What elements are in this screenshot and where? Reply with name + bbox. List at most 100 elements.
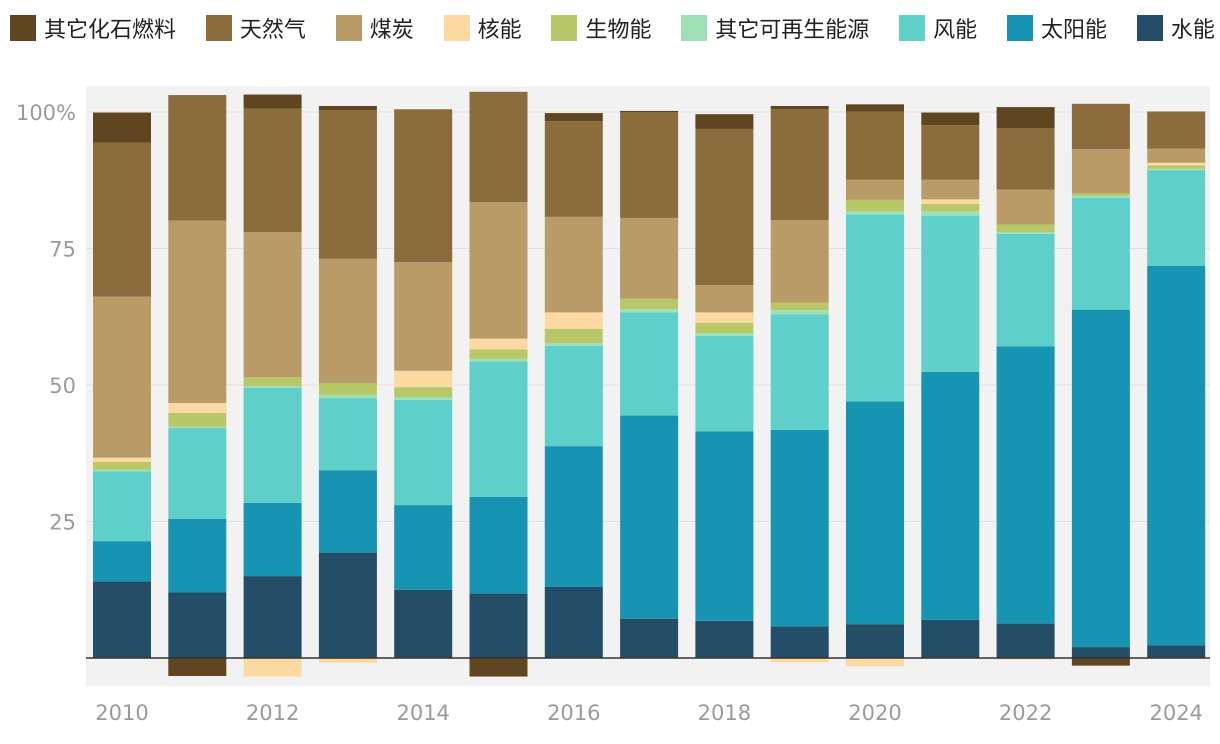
x-tick-label: 2012: [246, 701, 299, 725]
bar-segment: [770, 109, 829, 221]
bar-segment: [469, 496, 528, 594]
legend-label: 风能: [933, 18, 978, 43]
bar-segment: [544, 345, 603, 447]
bar-segment: [770, 105, 829, 110]
bar-segment: [318, 110, 377, 259]
bar-segment: [846, 211, 904, 215]
bar-segment: [318, 470, 377, 553]
bar-segment: [394, 397, 453, 400]
bar-segment: [1147, 148, 1206, 163]
bar-segment: [996, 189, 1055, 225]
bar-segment: [1071, 658, 1130, 666]
bar-segment: [469, 358, 528, 362]
bar-segment: [695, 335, 754, 432]
bar-segment: [921, 371, 980, 620]
x-tick-label: 2010: [95, 701, 148, 725]
bar-segment: [243, 377, 302, 387]
bar-segment: [1071, 149, 1130, 194]
bar-segment: [1147, 111, 1206, 149]
bar-segment: [243, 576, 302, 658]
bar-segment: [243, 386, 302, 388]
bar-segment: [996, 224, 1055, 233]
bar-segment: [620, 309, 679, 313]
bar-segment: [544, 113, 603, 122]
bar-segment: [243, 387, 302, 503]
bar-segment: [846, 111, 904, 180]
bar-segment: [846, 658, 904, 667]
bar-segment: [544, 328, 603, 343]
bar-segment: [544, 312, 603, 329]
bar-segment: [93, 541, 151, 582]
bar-segment: [996, 658, 1055, 660]
legend-swatch: [10, 15, 36, 41]
bar-segment: [996, 128, 1055, 190]
bar-segment: [243, 232, 302, 378]
legend-swatch: [335, 15, 362, 41]
bar-segment: [1147, 165, 1206, 169]
y-tick-label: 50: [49, 374, 76, 398]
bar-segment: [846, 104, 904, 112]
legend-swatch: [681, 15, 708, 41]
bar-segment: [996, 107, 1055, 129]
y-tick-label: 75: [49, 238, 76, 262]
bar-segment: [469, 361, 528, 497]
bar-segment: [168, 220, 227, 404]
x-tick-label: 2018: [698, 701, 751, 725]
bar-segment: [544, 587, 603, 658]
bar-segment: [168, 426, 227, 429]
bar-segment: [168, 658, 227, 677]
legend-label: 其它化石燃料: [44, 18, 177, 43]
legend-label: 生物能: [585, 18, 652, 43]
bar-segment: [318, 394, 377, 399]
bar-segment: [1071, 103, 1130, 150]
bar-segment: [1147, 265, 1206, 646]
legend: 其它化石燃料 天然气 煤炭 核能 生物能 其它可再生能源 风能 太阳能 水能: [10, 10, 1215, 46]
bar-segment: [620, 110, 679, 112]
bar-segment: [318, 658, 377, 663]
bar-segment: [1147, 645, 1206, 658]
x-tick-label: 2014: [396, 701, 449, 725]
x-tick-label: 2016: [547, 701, 600, 725]
legend-label: 太阳能: [1041, 18, 1108, 43]
bar-segment: [469, 202, 528, 339]
bar-segment: [996, 233, 1055, 347]
bar-segment: [695, 128, 754, 286]
bar-segment: [93, 142, 151, 297]
bar-segment: [243, 94, 302, 109]
bar-segment: [318, 383, 377, 395]
legend-item: 水能: [1136, 12, 1215, 44]
bar-segment: [394, 505, 453, 590]
bar-segment: [620, 298, 679, 310]
bar-segment: [1071, 647, 1130, 658]
bar-segment: [921, 211, 980, 216]
bar-segment: [394, 399, 453, 506]
bar-segment: [93, 296, 151, 458]
bar-segment: [921, 203, 980, 212]
bar-segment: [168, 428, 227, 519]
bar-segment: [695, 312, 754, 323]
legend-label: 其它可再生能源: [715, 18, 870, 43]
bar-segment: [846, 179, 904, 200]
y-tick-label: 25: [49, 511, 76, 535]
legend-item: 其它可再生能源: [681, 12, 869, 44]
legend-swatch: [443, 15, 470, 41]
bar-segment: [93, 461, 151, 470]
legend-label: 煤炭: [369, 18, 414, 43]
bar-segment: [93, 469, 151, 472]
bar-segment: [168, 518, 227, 593]
legend-item: 生物能: [551, 12, 651, 44]
bar-segment: [318, 105, 377, 111]
legend-swatch: [1007, 15, 1034, 41]
legend-label: 天然气: [239, 18, 306, 43]
bar-segment: [996, 232, 1055, 234]
bar-segment: [1071, 193, 1130, 196]
bar-segment: [394, 109, 453, 263]
bar-segment: [318, 398, 377, 471]
bar-segment: [168, 592, 227, 658]
bar-segment: [996, 623, 1055, 658]
bar-segment: [1147, 168, 1206, 171]
bar-segment: [394, 370, 453, 388]
bar-segment: [544, 121, 603, 217]
legend-label: 水能: [1170, 18, 1215, 43]
